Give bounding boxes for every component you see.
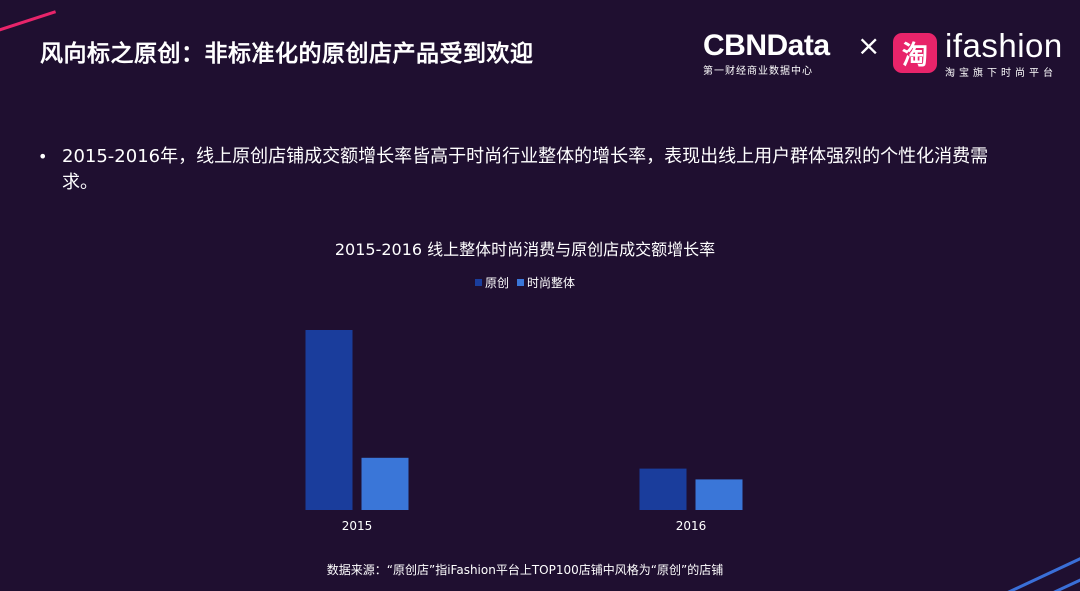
bar-overall-2015 xyxy=(361,457,409,510)
taobao-logo-icon: 淘 xyxy=(893,33,937,73)
ifashion-logo-text: ifashion xyxy=(945,27,1063,64)
chart-legend: 原创 时尚整体 xyxy=(475,274,583,291)
data-source-note: 数据来源：“原创店”指iFashion平台上TOP100店铺中风格为“原创”的店… xyxy=(326,563,724,577)
legend-label-original: 原创 xyxy=(485,276,510,290)
cross-mark: × xyxy=(857,29,881,62)
bullet-point: • 2015-2016年，线上原创店铺成交额增长率皆高于时尚行业整体的增长率，表… xyxy=(38,144,1018,196)
ifashion-logo-subtitle: 淘宝旗下时尚平台 xyxy=(945,68,1057,79)
bar-original-2016 xyxy=(639,468,687,510)
bar-overall-2016 xyxy=(695,479,743,510)
x-tick-label-2015: 2015 xyxy=(342,519,373,533)
x-tick-label-2016: 2016 xyxy=(676,519,707,533)
bar-original-2015 xyxy=(305,330,353,510)
cbndata-logo-subtitle: 第一财经商业数据中心 xyxy=(703,66,813,77)
slide-title: 风向标之原创：非标准化的原创店产品受到欢迎 xyxy=(40,41,534,67)
legend-swatch-original xyxy=(475,279,482,286)
cbndata-logo-text: CBNData xyxy=(703,29,830,62)
ifashion-logo: ifashion 淘宝旗下时尚平台 xyxy=(945,27,1063,80)
legend-item-overall: 时尚整体 xyxy=(517,274,575,291)
chart-title: 2015-2016 线上整体时尚消费与原创店成交额增长率 xyxy=(334,240,716,259)
bullet-dot-icon: • xyxy=(38,147,48,166)
cbndata-logo: CBNData 第一财经商业数据中心 xyxy=(703,29,830,78)
bullet-text: 2015-2016年，线上原创店铺成交额增长率皆高于时尚行业整体的增长率，表现出… xyxy=(62,146,989,193)
legend-item-original: 原创 xyxy=(475,274,509,291)
legend-label-overall: 时尚整体 xyxy=(527,276,576,290)
legend-swatch-overall xyxy=(517,279,525,286)
